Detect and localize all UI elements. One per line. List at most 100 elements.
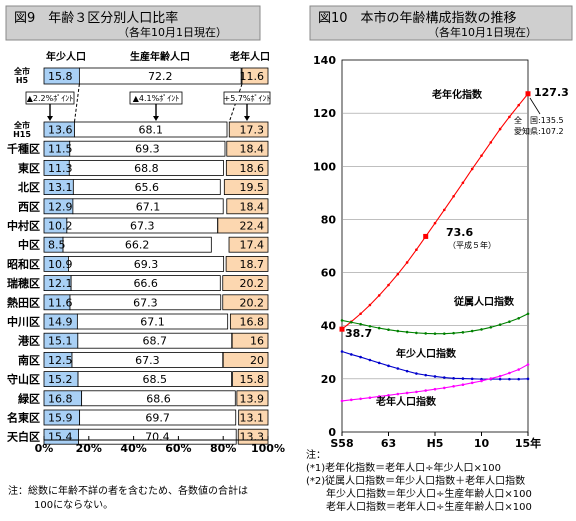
series-2-point-10 <box>433 375 437 378</box>
old-value-h5: 11.6 <box>240 70 265 83</box>
series-line-3 <box>341 364 529 402</box>
series-3-point-19 <box>517 368 520 371</box>
category-label-16: 天白区 <box>7 430 40 444</box>
old-segment-r3 <box>223 179 269 196</box>
label-nat_line1: 全 国:135.5 <box>514 115 564 125</box>
old-segment-r4 <box>226 198 269 215</box>
y-tick-label-0: 0 <box>328 426 336 439</box>
young-value-r3: 13.1 <box>48 181 73 194</box>
note-line-1: (*1)老年化指数＝老年人口÷年少人口×100 <box>306 461 501 474</box>
category-label-0a: 全市 <box>13 120 30 130</box>
old-segment-r14 <box>236 390 269 407</box>
working-value-r10: 67.1 <box>140 316 165 329</box>
old-segment-r0 <box>228 121 269 138</box>
series-2-point-8 <box>415 372 418 375</box>
series-1-point-2 <box>359 322 362 326</box>
young-value-r5: 10.2 <box>48 220 73 233</box>
series-1-point-5 <box>387 328 390 332</box>
series-1-point-9 <box>424 332 428 335</box>
series-3-point-0 <box>340 399 344 403</box>
fig10-gridlines: 0 20 40 60 80 100 120 140 S58 63 H5 10 15年 <box>313 54 541 450</box>
series-2-point-0 <box>340 350 344 353</box>
change-label-2: +5.7%ﾎﾟｲﾝﾄ <box>223 94 270 103</box>
series-3-point-8 <box>415 390 418 394</box>
working-value-r3: 65.6 <box>135 181 160 194</box>
series-1-point-20 <box>526 312 530 316</box>
old-segment-r12 <box>222 351 269 368</box>
series-1-point-7 <box>405 330 409 334</box>
series-2-point-3 <box>368 358 372 362</box>
series-1-point-17 <box>498 323 502 326</box>
working-value-r9: 67.3 <box>133 296 158 309</box>
note-line-0: 注： <box>306 448 326 461</box>
old-value-r4: 18.4 <box>240 200 265 213</box>
working-value-r12: 67.3 <box>135 354 160 367</box>
fig10-title: 図10 本市の年齢構成指数の推移 <box>318 10 517 26</box>
category-label-14: 緑区 <box>18 391 40 405</box>
label-aging: 老年化指数 <box>431 88 483 101</box>
series-0-point-7 <box>405 261 409 264</box>
series-3-point-17 <box>498 374 502 378</box>
series-1-point-14 <box>470 329 474 333</box>
series-2-point-2 <box>359 355 362 359</box>
series-0-point-18 <box>508 115 511 119</box>
working-segment-r11 <box>77 332 233 349</box>
young-value-r15: 15.9 <box>48 412 73 425</box>
label-dependency: 従属人口指数 <box>453 295 515 308</box>
old-segment-r5 <box>217 217 269 234</box>
y-tick-label-5: 100 <box>313 160 336 173</box>
working-segment-r9 <box>69 294 222 311</box>
category-label-3: 北区 <box>18 180 40 194</box>
series-0-point-8 <box>415 248 418 252</box>
series-0-point-10 <box>433 221 437 225</box>
series-3-point-10 <box>433 387 437 391</box>
series-3-point-20 <box>526 363 530 366</box>
note-line-4: 老年人口指数＝老年人口÷生産年齢人口×100 <box>306 500 532 513</box>
working-segment-r13 <box>77 371 232 388</box>
series-1-point-10 <box>433 332 437 335</box>
young-value-r6: 8.5 <box>48 239 66 252</box>
working-segment-r4 <box>72 198 224 215</box>
working-value-r14: 68.6 <box>146 392 171 405</box>
young-value-r4: 12.9 <box>48 200 73 213</box>
category-label-13: 守山区 <box>7 372 40 386</box>
series-1-point-16 <box>489 326 493 329</box>
young-value-r11: 15.1 <box>48 335 73 348</box>
label-old: 老年人口指数 <box>375 395 437 408</box>
series-2-point-17 <box>498 377 502 381</box>
old-value-r6: 17.4 <box>240 239 265 252</box>
category-label-5: 中村区 <box>7 219 40 233</box>
series-1-point-13 <box>461 331 465 334</box>
fig9-subtitle: （各年10月1日現在） <box>118 25 227 39</box>
fig9-x-axis: 0% 20% 40% 60% 80% 100% <box>35 436 285 455</box>
series-1-point-6 <box>396 329 400 333</box>
working-value-r1: 69.3 <box>135 143 160 156</box>
series-1-point-0 <box>340 319 344 322</box>
y-tick-label-6: 120 <box>313 107 336 120</box>
x-tick-label-4: 15年 <box>515 436 541 450</box>
y-tick-label-3: 60 <box>321 267 337 280</box>
series-3-point-6 <box>396 392 400 396</box>
y-tick-label-4: 80 <box>321 213 337 226</box>
old-value-r8: 20.2 <box>240 277 265 290</box>
y-tick-label-7: 140 <box>313 54 336 67</box>
series-0-point-15 <box>480 154 483 157</box>
series-2-point-13 <box>461 377 465 380</box>
working-value-r7: 69.3 <box>134 258 159 271</box>
top-row-label-b: H5 <box>16 76 29 85</box>
old-value-r11: 16 <box>250 335 264 348</box>
old-value-r14: 13.9 <box>240 392 265 405</box>
series-2-point-1 <box>350 353 353 356</box>
change-label-0: ▲2.2%ﾎﾟｲﾝﾄ <box>27 94 73 103</box>
fig9: 図9 年齢３区分別人口比率 （各年10月1日現在） 年少人口 生産年齢人口 老年人口… <box>5 5 285 511</box>
category-label-12: 南区 <box>18 353 40 367</box>
series-3-point-9 <box>424 389 428 392</box>
series-3-point-14 <box>470 381 474 385</box>
series-2-point-20 <box>526 377 530 381</box>
working-value-r13: 68.5 <box>143 373 168 386</box>
working-value-r5: 67.3 <box>130 220 155 233</box>
working-value-h5: 72.2 <box>148 70 173 83</box>
fig10-series-lines <box>339 91 531 403</box>
label-v_end: 127.3 <box>534 86 569 99</box>
